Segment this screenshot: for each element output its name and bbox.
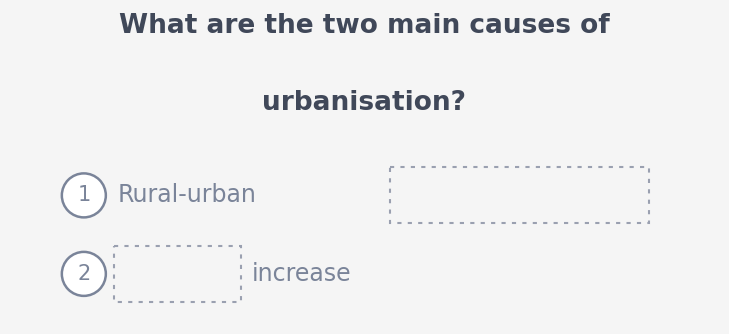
Text: urbanisation?: urbanisation? xyxy=(262,90,467,116)
Text: Rural-urban: Rural-urban xyxy=(118,183,257,207)
Bar xyxy=(114,246,241,302)
Text: What are the two main causes of: What are the two main causes of xyxy=(119,13,610,39)
Text: 1: 1 xyxy=(77,185,90,205)
Text: increase: increase xyxy=(252,262,351,286)
Text: 2: 2 xyxy=(77,264,90,284)
Ellipse shape xyxy=(62,173,106,217)
Bar xyxy=(390,167,649,223)
Ellipse shape xyxy=(62,252,106,296)
